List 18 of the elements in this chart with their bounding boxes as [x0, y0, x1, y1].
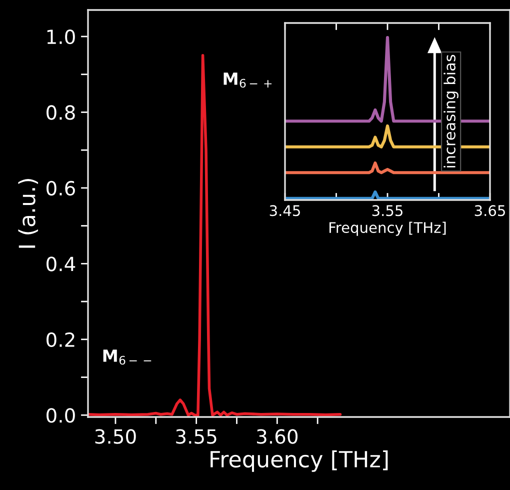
x-axis-title: Frequency [THz] [210, 450, 388, 472]
x-tick-label: 3.45 [270, 205, 300, 216]
annotation: M$_{6−+}$ [224, 72, 272, 88]
y-tick-label: 0.8 [46, 105, 75, 120]
x-tick-label: 3.60 [257, 429, 298, 444]
y-tick-label: 0.6 [46, 180, 75, 196]
y-tick-label: 0.2 [46, 332, 74, 348]
annotation: M$_{6−−}$ [103, 350, 152, 365]
x-tick-label: 3.55 [176, 429, 216, 444]
x-tick-label: 3.65 [474, 205, 505, 216]
y-axis-title: I (a.u.) [18, 179, 38, 248]
y-tick-label: 0.0 [46, 408, 75, 423]
y-tick-label: 0.4 [46, 256, 76, 272]
x-tick-label: 3.55 [372, 205, 402, 216]
x-tick-label: 3.50 [95, 429, 136, 444]
x-axis-title: Frequency [THz] [329, 222, 446, 236]
annotation: increasing bias [444, 54, 458, 168]
y-tick-label: 1.0 [47, 29, 75, 44]
